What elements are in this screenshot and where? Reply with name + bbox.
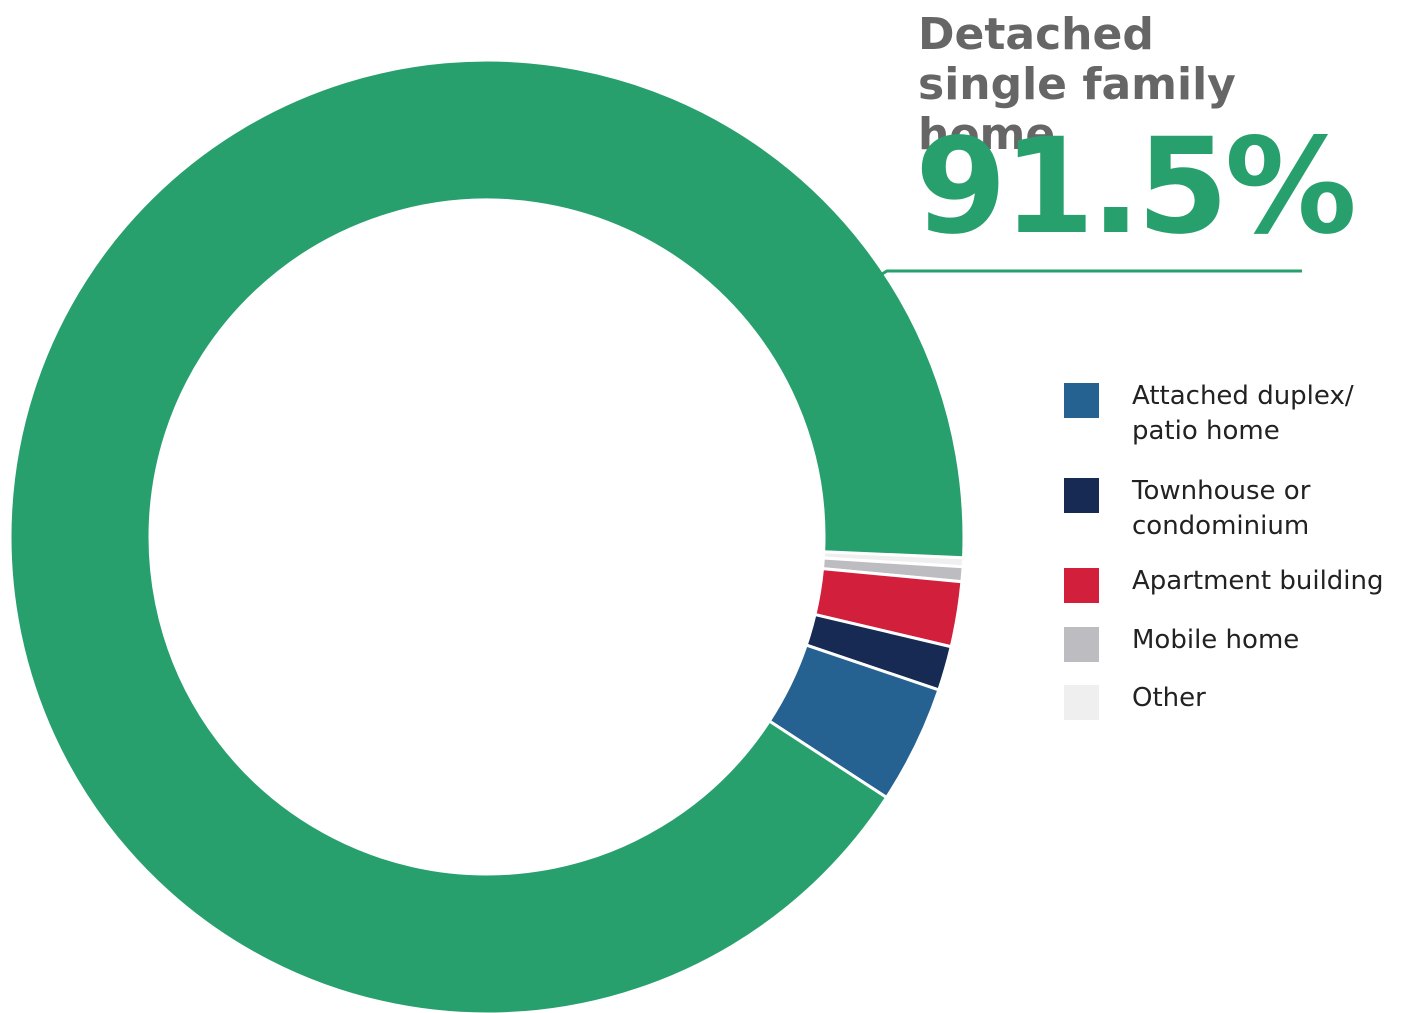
donut-segment [8, 58, 966, 1013]
legend-swatch [1064, 478, 1099, 513]
legend-swatch [1064, 383, 1099, 418]
legend-item: Other [1064, 683, 1404, 755]
legend-swatch [1064, 627, 1099, 662]
legend-item: Townhouse or condominium [1064, 476, 1404, 548]
legend-label: Apartment building [1132, 566, 1384, 596]
value-label: 91.5% [915, 110, 1357, 264]
legend-item: Mobile home [1064, 625, 1404, 697]
leader-line [814, 269, 1302, 317]
category-title: Detached single family home [918, 9, 1236, 160]
legend-swatch [1064, 568, 1099, 603]
legend-swatch [1064, 685, 1099, 720]
legend-label: Mobile home [1132, 625, 1300, 655]
donut-segment [767, 643, 941, 800]
legend-label: Attached duplex/ patio home [1132, 381, 1354, 446]
legend-label: Other [1132, 683, 1206, 713]
legend-label: Townhouse or condominium [1132, 476, 1311, 541]
donut-segment [804, 612, 954, 692]
donut-segment [813, 566, 964, 649]
legend-item: Apartment building [1064, 566, 1404, 638]
legend-item: Attached duplex/ patio home [1064, 381, 1404, 453]
